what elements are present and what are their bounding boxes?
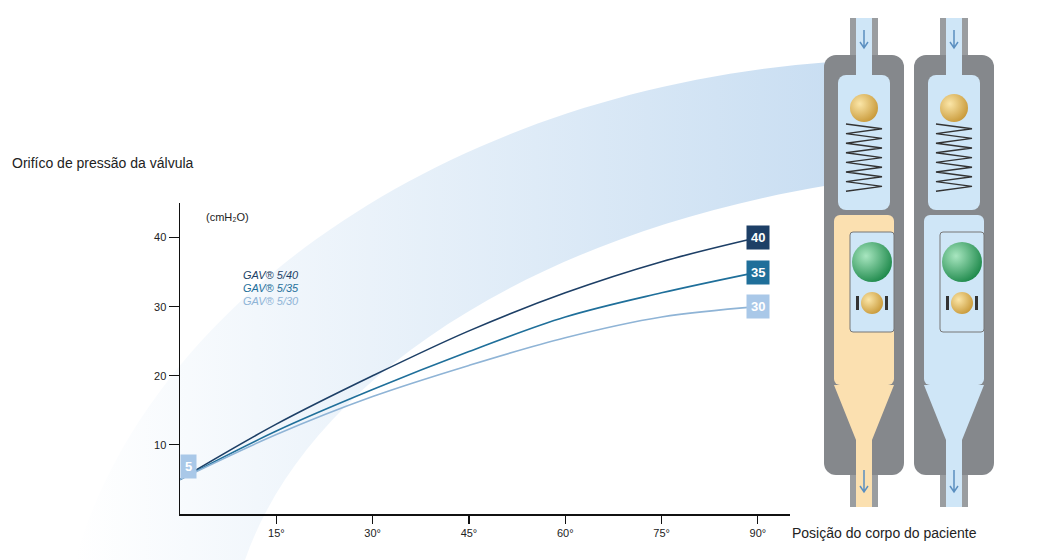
svg-text:10: 10 [154, 439, 166, 451]
svg-text:40: 40 [154, 231, 166, 243]
svg-text:30: 30 [751, 299, 765, 314]
svg-text:45°: 45° [461, 527, 478, 539]
svg-text:30: 30 [154, 301, 166, 313]
svg-text:Posição do corpo do paciente: Posição do corpo do paciente [792, 525, 977, 541]
svg-text:40: 40 [751, 230, 765, 245]
svg-text:GAV® 5/40: GAV® 5/40 [243, 269, 299, 281]
svg-text:(cmH₂O): (cmH₂O) [206, 211, 249, 223]
svg-text:GAV® 5/35: GAV® 5/35 [243, 282, 299, 294]
svg-text:35: 35 [751, 265, 765, 280]
svg-text:30°: 30° [364, 527, 381, 539]
svg-text:Orifíco de pressão da válvula: Orifíco de pressão da válvula [12, 155, 194, 171]
svg-text:5: 5 [185, 459, 192, 474]
svg-text:20: 20 [154, 370, 166, 382]
svg-text:GAV® 5/30: GAV® 5/30 [243, 295, 299, 307]
svg-text:60°: 60° [557, 527, 574, 539]
svg-text:75°: 75° [653, 527, 670, 539]
svg-text:90°: 90° [750, 527, 767, 539]
svg-text:15°: 15° [268, 527, 285, 539]
